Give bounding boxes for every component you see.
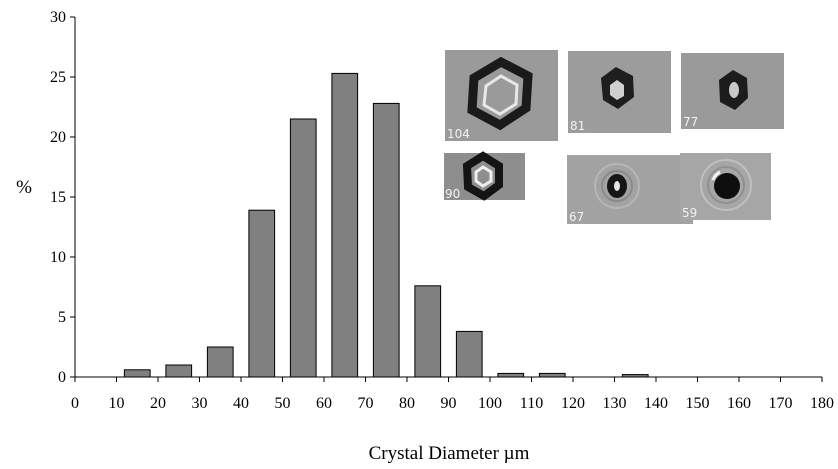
histogram-bar — [497, 372, 525, 378]
inset-label-3: 77 — [683, 115, 698, 129]
x-tick-label: 70 — [358, 395, 374, 412]
y-tick-label: 25 — [50, 69, 66, 86]
y-axis-ticks: 0 5 10 15 20 25 30 — [50, 9, 75, 386]
x-tick-label: 20 — [150, 395, 166, 412]
histogram-bar — [206, 346, 234, 378]
x-tick-label: 130 — [603, 395, 627, 412]
histogram-bar — [289, 118, 317, 378]
histogram-bars — [123, 72, 649, 378]
histogram-bar — [123, 369, 151, 378]
crystal-image-inset-1: 104 — [445, 50, 558, 141]
x-axis-title: Crystal Diameter µm — [369, 443, 530, 464]
y-tick-label: 20 — [50, 129, 66, 146]
inset-label-4: 90 — [445, 187, 460, 201]
x-tick-label: 60 — [316, 395, 332, 412]
x-tick-label: 30 — [192, 395, 208, 412]
x-tick-label: 160 — [727, 395, 751, 412]
x-tick-label: 90 — [441, 395, 457, 412]
crystal-image-inset-2: 81 — [568, 51, 671, 133]
x-tick-label: 50 — [275, 395, 291, 412]
x-tick-label: 120 — [561, 395, 585, 412]
histogram-bar — [372, 102, 400, 378]
inset-label-1: 104 — [447, 127, 470, 141]
crystal-image-inset-6: 59 — [680, 153, 771, 220]
x-tick-label: 0 — [71, 395, 79, 412]
y-tick-label: 15 — [50, 189, 66, 206]
crystal-image-inset-4: 90 — [444, 151, 525, 201]
x-tick-label: 40 — [233, 395, 249, 412]
y-tick-label: 30 — [50, 9, 66, 26]
inset-label-2: 81 — [570, 119, 585, 133]
histogram-bar — [165, 364, 193, 378]
crystal-image-inset-3: 77 — [681, 53, 784, 129]
histogram-bar — [248, 209, 276, 378]
crystal-image-inset-5: 67 — [567, 155, 693, 224]
histogram-bar — [331, 72, 359, 378]
y-tick-label: 10 — [50, 249, 66, 266]
x-tick-label: 180 — [810, 395, 834, 412]
inset-label-5: 67 — [569, 210, 584, 224]
x-tick-label: 170 — [769, 395, 793, 412]
inset-label-6: 59 — [682, 206, 697, 220]
x-tick-label: 110 — [520, 395, 543, 412]
histogram-bar — [455, 330, 483, 378]
x-tick-label: 100 — [478, 395, 502, 412]
y-axis-title: % — [16, 177, 32, 198]
x-axis-ticks: 0 10 20 30 40 50 60 70 80 90 100 110 120 130 140 150 160… — [71, 377, 834, 412]
y-tick-label: 5 — [58, 309, 66, 326]
histogram-bar — [538, 372, 566, 378]
x-tick-label: 80 — [399, 395, 415, 412]
histogram-bar — [414, 285, 442, 378]
x-tick-label: 140 — [644, 395, 668, 412]
x-tick-label: 10 — [109, 395, 125, 412]
x-tick-label: 150 — [686, 395, 710, 412]
y-tick-label: 0 — [58, 369, 66, 386]
